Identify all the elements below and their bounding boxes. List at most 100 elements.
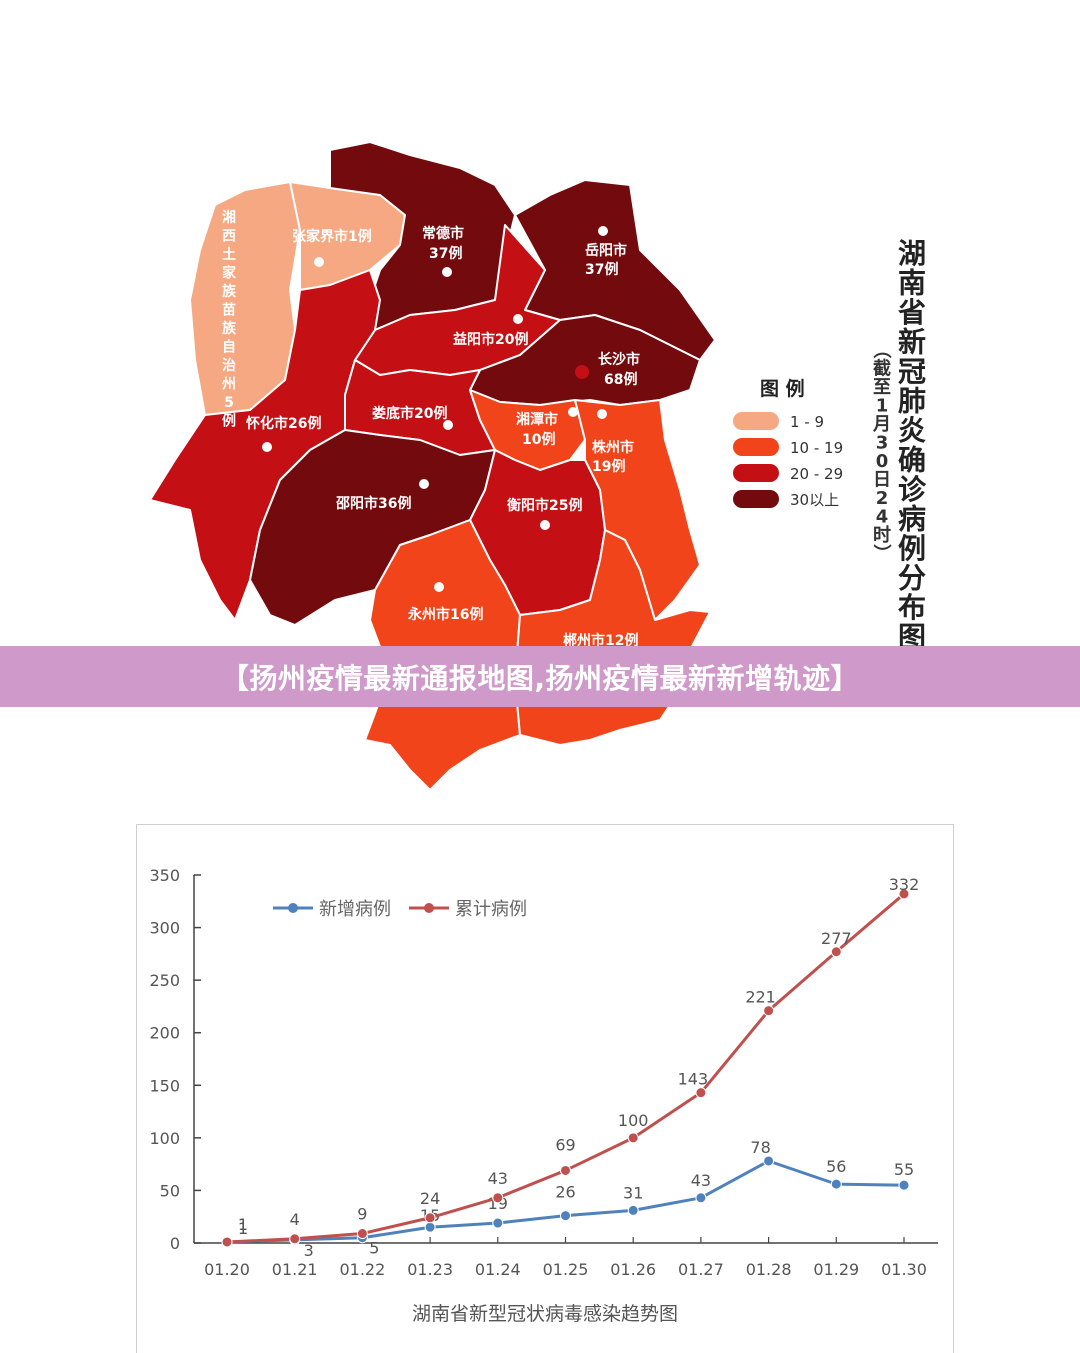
xiangxi-label-char: 家 (222, 265, 237, 282)
y-tick-label: 350 (149, 866, 180, 885)
city-dot-changde (442, 267, 452, 277)
banner-text: 【扬州疫情最新通报地图,扬州疫情最新新增轨迹】 (220, 661, 860, 695)
series-1-point (356, 1228, 368, 1240)
y-tick-label: 150 (149, 1076, 180, 1095)
city-label-yiyang: 益阳市20例 (453, 331, 528, 348)
map-title-char: 冠 (898, 355, 926, 388)
hunan-map: 张家界市1例 常德市 37例 岳阳市 37例 益阳市20例 长沙市 68例 怀化… (149, 141, 927, 791)
series-0-point (627, 1204, 639, 1216)
legend-swatch-0 (733, 412, 779, 430)
chart-title: 湖南省新型冠状病毒感染趋势图 (412, 1303, 678, 1325)
series-1-point (424, 1212, 436, 1224)
xiangxi-label-char: 治 (222, 357, 236, 374)
map-title-char: 湖 (898, 237, 926, 270)
city-label-changde-name: 常德市 (422, 225, 464, 242)
x-tick-label: 01.29 (813, 1260, 859, 1279)
city-dot-shaoyang (419, 479, 429, 489)
city-dot-xiangtan (568, 407, 578, 417)
map-subtitle-char: 时 (873, 525, 891, 546)
x-tick-label: 01.22 (339, 1260, 385, 1279)
series-1-point (560, 1164, 571, 1176)
series-1-data-label: 143 (678, 1070, 709, 1089)
y-tick-label: 50 (160, 1181, 180, 1200)
map-subtitle-char: 0 (876, 451, 889, 472)
legend-label-0: 新增病例 (319, 899, 391, 920)
map-subtitle-char: 3 (876, 433, 889, 454)
series-0-data-label: 26 (555, 1183, 575, 1202)
xiangxi-label-char: 湘 (222, 209, 236, 226)
series-0-point (830, 1178, 842, 1190)
map-subtitle-char: 1 (876, 396, 889, 417)
map-title-char: 肺 (898, 385, 926, 418)
series-1-data-label: 100 (618, 1111, 649, 1130)
city-label-yueyang-name: 岳阳市 (585, 242, 627, 259)
series-1-data-label: 43 (488, 1169, 508, 1188)
city-label-loudi: 娄底市20例 (372, 405, 447, 422)
city-dot-loudi (443, 420, 453, 430)
legend-swatch-1 (733, 438, 779, 456)
y-tick-label: 0 (170, 1234, 180, 1253)
legend-swatch-2 (733, 464, 779, 482)
series-1-point (830, 946, 842, 958)
map-title-char: 省 (898, 296, 926, 329)
x-tick-label: 01.30 (881, 1260, 927, 1279)
city-label-changde-count: 37例 (429, 245, 462, 262)
series-0-point (898, 1179, 910, 1191)
legend-marker-0 (288, 903, 298, 913)
map-title-char: 病 (898, 503, 926, 536)
map-title-char: 南 (898, 267, 926, 300)
series-0-data-label: 56 (826, 1157, 846, 1176)
x-tick-label: 01.25 (543, 1260, 589, 1279)
series-1-data-label: 1 (238, 1215, 248, 1234)
map-subtitle-char: （ (871, 341, 892, 359)
city-dot-zhangjiajie (314, 257, 324, 267)
xiangxi-label-char: 5 (224, 395, 234, 411)
series-1-point (492, 1192, 504, 1204)
legend-label-2: 20 - 29 (790, 465, 843, 483)
xiangxi-label-char: 族 (222, 320, 237, 337)
series-0-point (763, 1155, 775, 1167)
x-tick-label: 01.23 (407, 1260, 453, 1279)
city-label-changsha-count: 68例 (604, 371, 637, 388)
series-0-data-label: 31 (623, 1183, 643, 1202)
series-0-point (695, 1192, 707, 1204)
series-1-data-label: 4 (290, 1210, 300, 1229)
series-0-data-label: 55 (894, 1160, 914, 1179)
city-label-xiangtan-count: 10例 (522, 431, 555, 448)
city-label-chenzhou: 郴州市12例 (563, 632, 638, 649)
city-dot-huaihua (262, 442, 272, 452)
map-title-char: 布 (898, 591, 926, 624)
y-tick-label: 100 (149, 1129, 180, 1148)
series-1-point (289, 1233, 301, 1245)
legend-item-2: 20 - 29 (733, 464, 843, 483)
city-label-hengyang: 衡阳市25例 (507, 497, 582, 514)
legend-item-0: 1 - 9 (733, 412, 824, 431)
map-title-char: 分 (898, 562, 926, 595)
xiangxi-label-char: 苗 (222, 302, 236, 319)
city-label-zhuzhou-name: 株州市 (592, 439, 634, 456)
series-1-data-label: 24 (420, 1189, 440, 1208)
y-tick-label: 250 (149, 971, 180, 990)
legend-label-0: 1 - 9 (790, 413, 824, 431)
city-label-shaoyang: 邵阳市36例 (335, 495, 411, 512)
legend-swatch-3 (733, 490, 779, 508)
city-label-changsha-name: 长沙市 (598, 351, 640, 368)
legend-item-3: 30以上 (733, 490, 839, 509)
legend-label-1: 10 - 19 (790, 439, 843, 457)
city-dot-yueyang (598, 226, 608, 236)
series-1-point (627, 1132, 639, 1144)
series-1-point (221, 1236, 233, 1248)
y-tick-label: 200 (149, 1024, 180, 1043)
x-tick-label: 01.24 (475, 1260, 521, 1279)
legend-marker-1 (424, 903, 434, 913)
x-tick-label: 01.28 (746, 1260, 792, 1279)
legend-title: 图 例 (760, 377, 805, 400)
map-subtitle-char: ） (871, 544, 892, 562)
series-1-point (898, 888, 910, 900)
series-1-point (763, 1005, 775, 1017)
city-dot-yiyang (513, 314, 523, 324)
city-dot-hengyang (540, 520, 550, 530)
